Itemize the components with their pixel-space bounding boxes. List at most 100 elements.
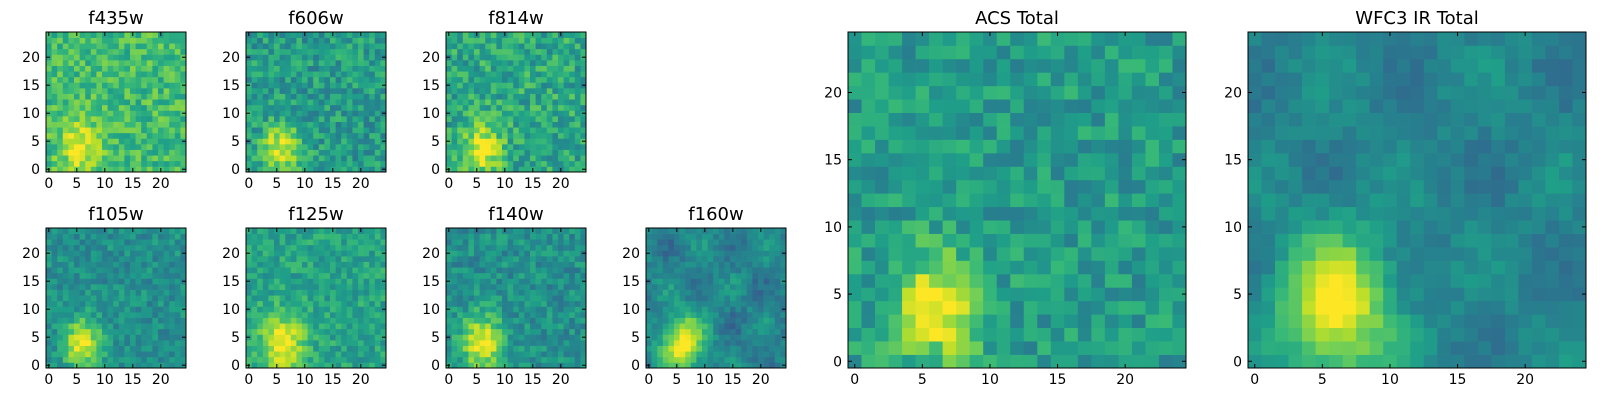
heatmap-cell bbox=[174, 340, 181, 346]
heatmap-cell bbox=[113, 295, 120, 302]
heatmap-cell bbox=[541, 351, 548, 358]
heatmap-cell bbox=[90, 82, 97, 89]
heatmap-cell bbox=[558, 351, 564, 358]
heatmap-cell bbox=[246, 289, 252, 296]
heatmap-cell bbox=[569, 43, 576, 50]
heatmap-cell bbox=[451, 99, 458, 106]
heatmap-cell bbox=[46, 116, 52, 122]
heatmap-cell bbox=[730, 267, 736, 274]
heatmap-cell bbox=[479, 99, 486, 106]
heatmap-cell bbox=[513, 256, 520, 262]
heatmap-cell bbox=[888, 354, 903, 369]
heatmap-cell bbox=[79, 127, 86, 134]
heatmap-cell bbox=[363, 65, 370, 72]
heatmap-cell bbox=[468, 93, 475, 100]
heatmap-cell bbox=[524, 65, 531, 72]
heatmap-cell bbox=[85, 82, 92, 89]
heatmap-cell bbox=[942, 179, 957, 194]
heatmap-cell bbox=[279, 244, 286, 251]
heatmap-cell bbox=[330, 284, 336, 290]
heatmap-cell bbox=[474, 121, 480, 128]
heatmap-cell bbox=[290, 256, 297, 262]
heatmap-cell bbox=[62, 116, 69, 122]
heatmap-cell bbox=[1172, 287, 1187, 302]
heatmap-cell bbox=[685, 228, 692, 234]
heatmap-cell bbox=[290, 312, 297, 318]
heatmap-cell bbox=[558, 312, 564, 318]
heatmap-cell bbox=[107, 88, 114, 94]
heatmap-cell bbox=[479, 284, 486, 290]
heatmap-cell bbox=[446, 60, 452, 66]
heatmap-cell bbox=[1118, 287, 1133, 302]
heatmap-cell bbox=[74, 37, 80, 44]
heatmap-cell bbox=[746, 323, 753, 330]
heatmap-cell bbox=[457, 362, 464, 369]
heatmap-cell bbox=[457, 317, 464, 324]
heatmap-cell bbox=[774, 300, 781, 307]
heatmap-cell bbox=[558, 356, 564, 363]
heatmap-cell bbox=[535, 261, 542, 268]
heatmap-cell bbox=[707, 244, 714, 251]
heatmap-cell bbox=[718, 228, 725, 234]
heatmap-cell bbox=[274, 48, 280, 55]
heatmap-cell bbox=[74, 88, 80, 94]
heatmap-cell bbox=[74, 99, 80, 106]
heatmap-cell bbox=[363, 149, 370, 156]
heatmap-cell bbox=[524, 71, 531, 78]
heatmap-cell bbox=[535, 60, 542, 66]
heatmap-cell bbox=[124, 88, 131, 94]
heatmap-cell bbox=[507, 256, 514, 262]
heatmap-cell bbox=[485, 132, 492, 139]
heatmap-cell bbox=[85, 278, 92, 285]
heatmap-cell bbox=[46, 88, 52, 94]
heatmap-cell bbox=[735, 256, 742, 262]
heatmap-cell bbox=[57, 76, 64, 83]
x-tick-label: 0 bbox=[244, 176, 253, 192]
heatmap-cell bbox=[541, 340, 548, 346]
heatmap-cell bbox=[657, 250, 664, 257]
heatmap-cell bbox=[524, 82, 531, 89]
heatmap-cell bbox=[335, 228, 342, 234]
heatmap-cell bbox=[335, 65, 342, 72]
heatmap-cell bbox=[152, 93, 159, 100]
heatmap-cell bbox=[490, 340, 497, 346]
heatmap-cell bbox=[1158, 220, 1173, 234]
heatmap-cell bbox=[1077, 260, 1092, 275]
heatmap-cell bbox=[1091, 193, 1106, 208]
heatmap-cell bbox=[335, 328, 342, 335]
heatmap-cell bbox=[107, 345, 114, 352]
heatmap-cell bbox=[696, 267, 703, 274]
heatmap-cell bbox=[718, 362, 725, 369]
heatmap-cell bbox=[324, 132, 331, 139]
heatmap-cell bbox=[57, 261, 64, 268]
heatmap-cell bbox=[552, 138, 559, 145]
heatmap-cell bbox=[369, 166, 376, 173]
heatmap-cell bbox=[118, 278, 125, 285]
heatmap-cell bbox=[130, 104, 136, 111]
heatmap-cell bbox=[763, 362, 770, 369]
heatmap-cell bbox=[335, 132, 342, 139]
heatmap-cell bbox=[346, 272, 353, 279]
heatmap-cell bbox=[152, 65, 159, 72]
heatmap-cell bbox=[135, 166, 142, 173]
heatmap-cell bbox=[251, 272, 258, 279]
heatmap-cell bbox=[118, 48, 125, 55]
heatmap-cell bbox=[580, 116, 587, 122]
heatmap-cell bbox=[285, 351, 292, 358]
heatmap-cell bbox=[290, 345, 297, 352]
heatmap-cell bbox=[746, 306, 753, 313]
heatmap-cell bbox=[279, 334, 286, 341]
heatmap-cell bbox=[358, 149, 364, 156]
heatmap-cell bbox=[251, 48, 258, 55]
heatmap-cell bbox=[152, 250, 159, 257]
heatmap-cell bbox=[330, 132, 336, 139]
heatmap-cell bbox=[507, 71, 514, 78]
heatmap-cell bbox=[685, 323, 692, 330]
heatmap-cell bbox=[341, 295, 348, 302]
heatmap-cell bbox=[769, 244, 776, 251]
heatmap-cell bbox=[335, 345, 342, 352]
heatmap-cell bbox=[451, 121, 458, 128]
heatmap-cell bbox=[502, 334, 508, 341]
heatmap-cell bbox=[174, 93, 181, 100]
heatmap-cell bbox=[535, 99, 542, 106]
